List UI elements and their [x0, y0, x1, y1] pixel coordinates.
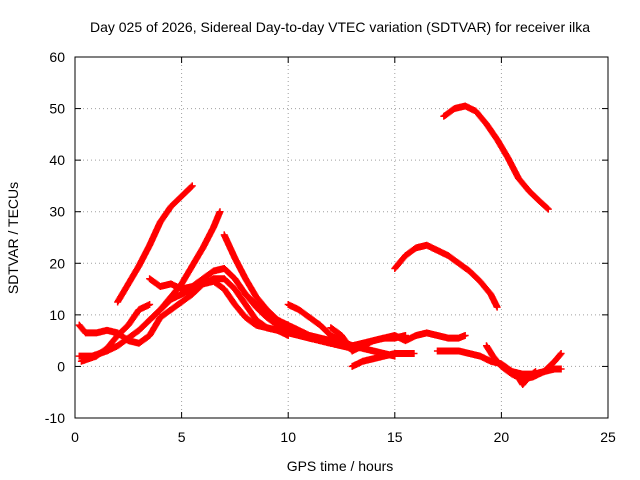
x-axis: 0 5 10 15 20 25 — [71, 57, 616, 445]
series-arc11 — [348, 350, 418, 370]
series-markers — [114, 182, 196, 306]
y-tick-label: 10 — [49, 307, 65, 323]
series-markers — [348, 350, 418, 370]
x-tick-label: 25 — [600, 429, 616, 445]
series-arc13 — [440, 102, 552, 213]
y-tick-label: 30 — [49, 204, 65, 220]
chart-title: Day 025 of 2026, Sidereal Day-to-day VTE… — [90, 19, 590, 35]
y-tick-label: -10 — [45, 410, 65, 426]
series-markers — [440, 102, 552, 213]
x-tick-label: 10 — [280, 429, 296, 445]
series-arc12 — [391, 241, 501, 311]
x-tick-label: 5 — [178, 429, 186, 445]
series-markers — [75, 277, 335, 360]
x-tick-label: 0 — [71, 429, 79, 445]
y-tick-label: 60 — [49, 49, 65, 65]
y-tick-label: 50 — [49, 101, 65, 117]
y-tick-label: 20 — [49, 255, 65, 271]
series-markers — [75, 275, 292, 347]
plot-frame — [74, 56, 609, 419]
x-tick-label: 15 — [387, 429, 403, 445]
series-markers — [327, 324, 469, 355]
y-tick-label: 40 — [49, 152, 65, 168]
series-markers — [482, 342, 565, 383]
y-axis-label: SDTVAR / TECUs — [5, 182, 21, 294]
series-arc5 — [75, 275, 292, 347]
series-markers — [504, 365, 540, 388]
series-arc10 — [327, 324, 469, 355]
y-axis: -10 0 10 20 30 40 50 60 — [45, 49, 608, 426]
grid — [75, 57, 608, 418]
y-tick-label: 0 — [57, 358, 65, 374]
series-arc16 — [504, 365, 540, 388]
series-arc1 — [114, 182, 196, 306]
series-markers — [391, 241, 501, 311]
x-axis-label: GPS time / hours — [287, 458, 394, 474]
series-layer — [75, 102, 565, 388]
series-arc4 — [75, 277, 335, 360]
x-tick-label: 20 — [494, 429, 510, 445]
series-arc15 — [482, 342, 565, 383]
